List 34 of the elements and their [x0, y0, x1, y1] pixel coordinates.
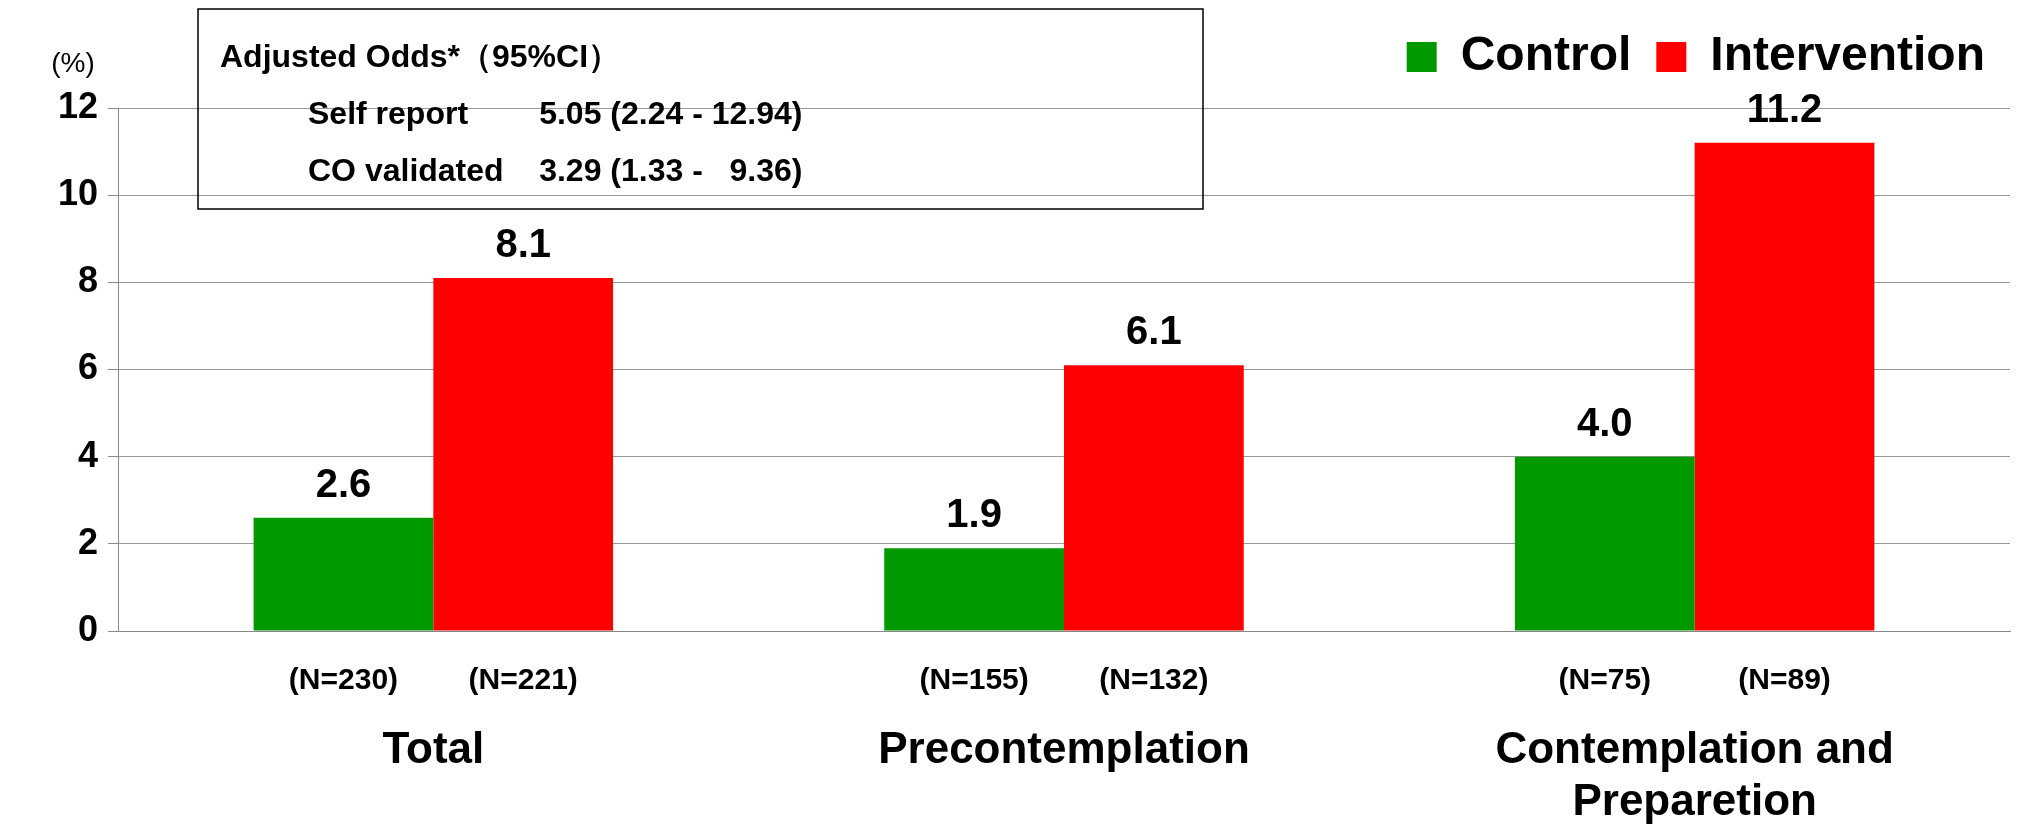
text: (N=230)	[288, 662, 399, 696]
y-tick-label: 4	[77, 433, 98, 475]
y-tick-label: 8	[77, 259, 98, 301]
bar	[253, 517, 434, 631]
bar	[1064, 365, 1244, 631]
text: (N=89)	[1738, 662, 1831, 696]
bar	[433, 277, 614, 631]
y-tick-label: 6	[77, 346, 98, 388]
y-tick-label: 0	[77, 607, 98, 649]
legend-label: Control	[1460, 27, 1632, 81]
annotation: Self report 5.05 (2.24 - 12.94)	[308, 94, 803, 131]
text: (N=221)	[468, 662, 578, 696]
text: (N=155)	[919, 662, 1029, 696]
text: (N=75)	[1558, 662, 1652, 696]
y-tick-label: 2	[77, 520, 98, 562]
data-label: 1.9	[946, 491, 1002, 536]
data-label: 6.1	[1126, 308, 1182, 353]
y-tick-label: 12	[57, 84, 98, 126]
data-label: 8.1	[495, 221, 552, 266]
x-tick-label: Total	[382, 722, 485, 772]
bar	[1694, 142, 1875, 631]
data-label: 4.0	[1576, 399, 1633, 444]
legend-label: Intervention	[1710, 27, 1985, 81]
text: (N=132)	[1099, 662, 1209, 696]
annotation: CO validated 3.29 (1.33 - 9.36)	[308, 151, 803, 188]
bar	[1514, 456, 1695, 631]
bar	[884, 548, 1064, 631]
x-tick-label: Contemplation and Preparetion	[1495, 722, 1894, 825]
y-axis-title: (%)	[51, 46, 95, 78]
text: Adjusted Odds*（95%CI）	[220, 37, 621, 74]
y-tick-label: 10	[57, 172, 98, 214]
data-label: 2.6	[315, 460, 372, 505]
data-label: 11.2	[1746, 85, 1823, 130]
x-tick-label: Precontemplation	[878, 722, 1250, 772]
